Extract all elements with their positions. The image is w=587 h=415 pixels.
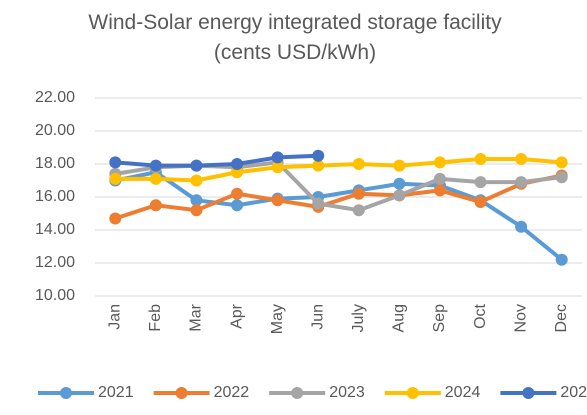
data-point (433, 156, 446, 169)
data-point (515, 176, 528, 189)
y-tick-label: 12.00 (35, 254, 75, 271)
legend-marker (291, 387, 304, 399)
x-tick-label: Aug (391, 304, 408, 332)
x-tick-label: Jun (309, 304, 326, 330)
data-point (393, 159, 406, 172)
data-point (555, 156, 568, 169)
data-point (312, 159, 325, 172)
data-point (515, 220, 528, 233)
x-tick-label: Sep (431, 304, 448, 333)
y-tick-label: 10.00 (35, 287, 75, 304)
data-point (352, 187, 365, 200)
x-tick-label: July (350, 304, 367, 332)
y-tick-label: 18.00 (35, 155, 75, 172)
y-tick-label: 14.00 (35, 221, 75, 238)
data-point (190, 204, 203, 217)
chart-title: Wind-Solar energy integrated storage fac… (88, 11, 502, 64)
data-point (231, 199, 244, 212)
x-tick-label: May (269, 304, 286, 334)
data-point (393, 189, 406, 202)
data-point (515, 153, 528, 166)
data-point (474, 176, 487, 189)
legend-label: 2024 (445, 384, 481, 401)
series-line (115, 153, 319, 168)
data-point (271, 151, 284, 164)
legend-marker (406, 387, 419, 399)
data-point (555, 253, 568, 266)
series-line (114, 170, 563, 262)
legend-marker (60, 387, 72, 399)
data-point (474, 195, 487, 208)
data-point (393, 177, 406, 190)
x-tick-label: Apr (228, 303, 245, 329)
data-point (231, 187, 244, 200)
data-point (109, 212, 122, 225)
y-tick-label: 16.00 (35, 188, 75, 205)
data-point (352, 204, 365, 217)
data-point (231, 166, 244, 179)
data-point (190, 159, 203, 172)
data-point (190, 174, 203, 187)
legend-label: 2022 (214, 384, 250, 401)
x-tick-label: Mar (188, 303, 205, 331)
data-point (149, 159, 162, 172)
x-tick-label: Jan (107, 304, 124, 330)
x-tick-label: Nov (512, 304, 529, 332)
data-point (109, 172, 122, 185)
data-point (555, 171, 568, 184)
x-tick-label: Oct (472, 303, 489, 328)
legend-marker (522, 387, 535, 399)
data-point (433, 184, 446, 197)
data-point (312, 149, 325, 162)
data-point (474, 153, 487, 166)
x-tick-label: Dec (553, 304, 570, 332)
data-point (433, 172, 446, 185)
y-tick-label: 20.00 (35, 122, 75, 139)
series-line (114, 160, 562, 213)
data-point (271, 161, 284, 174)
data-point (312, 197, 325, 210)
legend-label: 2021 (98, 384, 134, 401)
legend-marker (175, 387, 188, 399)
data-point (231, 158, 244, 170)
data-point (149, 199, 162, 212)
series-line (114, 173, 563, 221)
x-tick-label: Feb (147, 304, 164, 332)
data-point (352, 158, 365, 170)
series-line (115, 157, 562, 183)
legend-label: 2025 (560, 384, 587, 401)
legend-label: 2023 (329, 384, 365, 401)
y-tick-label: 22.00 (35, 89, 75, 106)
data-point (109, 156, 122, 169)
data-point (190, 194, 203, 207)
data-point (149, 172, 162, 185)
data-point (271, 194, 284, 207)
